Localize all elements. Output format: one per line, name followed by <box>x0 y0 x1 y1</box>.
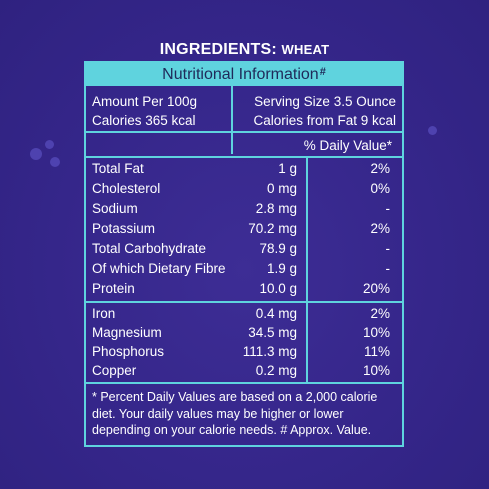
mineral-name: Phosphorus <box>92 344 165 359</box>
nutrient-dv: - <box>385 241 391 256</box>
nutrient-dv: 20% <box>362 281 390 296</box>
dv-column-divider <box>306 156 308 382</box>
mineral-amount: 34.5 mg <box>248 325 297 340</box>
summary-divider <box>231 86 233 154</box>
nutrient-amount: 2.8 mg <box>255 201 297 216</box>
nutrient-amount: 70.2 mg <box>248 221 297 236</box>
footnote: * Percent Daily Values are based on a 2,… <box>92 390 378 437</box>
nutrient-dv: 0% <box>370 181 390 196</box>
divider <box>86 301 402 303</box>
decorative-dot <box>30 148 42 160</box>
mineral-amount: 0.2 mg <box>255 363 297 378</box>
ingredients-title: INGREDIENTS: WHEAT <box>0 41 489 59</box>
nutrient-dv: 2% <box>370 221 390 236</box>
mineral-name: Copper <box>92 363 137 378</box>
decorative-dot <box>428 126 437 135</box>
mineral-dv: 10% <box>362 363 390 378</box>
mineral-name: Iron <box>92 306 116 321</box>
nutrient-name: Potassium <box>92 221 156 236</box>
divider <box>86 131 402 133</box>
nutrient-name: Protein <box>92 281 135 296</box>
approx-mark: # <box>319 66 326 78</box>
nutrient-dv: - <box>385 201 391 216</box>
mineral-name: Magnesium <box>92 325 162 340</box>
divider <box>86 156 402 158</box>
ingredients-value: WHEAT <box>281 42 330 57</box>
nutrient-name: Total Carbohydrate <box>92 241 207 256</box>
nutrient-amount: 1 g <box>278 161 297 176</box>
calories-from-fat: Calories from Fat 9 kcal <box>253 113 396 128</box>
nutrient-amount: 0 mg <box>266 181 297 196</box>
nutrition-header: Nutritional Information# <box>86 63 402 86</box>
nutrition-header-label: Nutritional Information <box>162 66 319 83</box>
nutrient-name: Of which Dietary Fibre <box>92 261 226 276</box>
serving-size: Serving Size 3.5 Ounce <box>254 94 396 109</box>
nutrient-dv: - <box>385 261 391 276</box>
ingredients-label: INGREDIENTS: <box>159 41 277 58</box>
mineral-amount: 111.3 mg <box>242 344 297 359</box>
divider <box>86 382 402 384</box>
mineral-dv: 2% <box>370 306 390 321</box>
daily-value-heading: % Daily Value* <box>303 138 392 153</box>
nutrient-amount: 10.0 g <box>259 281 297 296</box>
nutrient-amount: 1.9 g <box>266 261 297 276</box>
nutrition-panel: Nutritional Information# Amount Per 100g… <box>84 61 404 447</box>
nutrient-name: Sodium <box>92 201 138 216</box>
nutrient-amount: 78.9 g <box>259 241 297 256</box>
nutrient-dv: 2% <box>370 161 390 176</box>
nutrient-name: Total Fat <box>92 161 144 176</box>
calories: Calories 365 kcal <box>92 113 196 128</box>
decorative-dot <box>45 140 54 149</box>
decorative-dot <box>50 157 60 167</box>
mineral-dv: 10% <box>362 325 390 340</box>
mineral-dv: 11% <box>363 344 390 359</box>
amount-per: Amount Per 100g <box>92 94 198 109</box>
nutrient-name: Cholesterol <box>92 181 161 196</box>
mineral-amount: 0.4 mg <box>255 306 297 321</box>
